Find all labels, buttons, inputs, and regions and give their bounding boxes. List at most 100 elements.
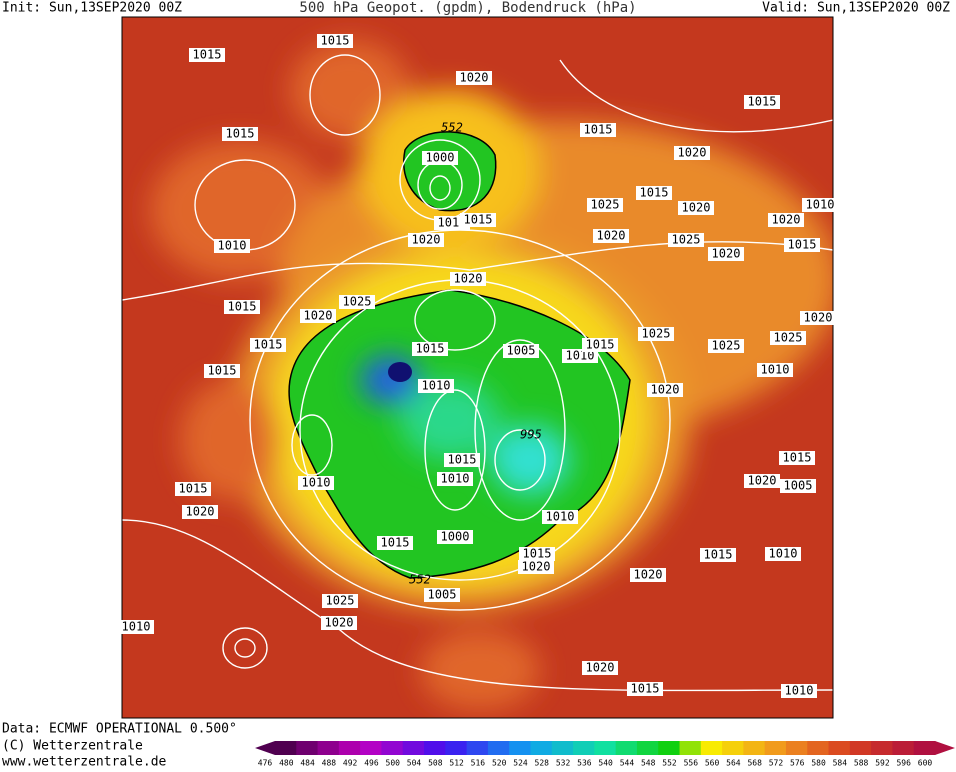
scale-bin: [913, 741, 936, 755]
label-box: [668, 233, 704, 247]
label-box: [408, 233, 444, 247]
label-box: [587, 198, 623, 212]
scale-label: 588: [854, 759, 869, 768]
label-box: [647, 383, 683, 397]
label-box: [175, 482, 211, 496]
isobar-label: 1015: [208, 364, 237, 378]
label-box: [744, 474, 780, 488]
isobar: [414, 289, 496, 351]
isobar-label: 1010: [438, 216, 467, 230]
scale-bin: [573, 741, 595, 755]
isobar-label: 1025: [343, 295, 372, 309]
isobar-label: 1010: [806, 198, 835, 212]
label-box: [542, 510, 578, 524]
scale-label: 568: [747, 759, 762, 768]
scale-bin: [871, 741, 893, 755]
color-scale: 476 480 484 488 492 496 500 504 508 512 516 520 524 5…: [255, 741, 955, 768]
isobar-label: 1025: [326, 594, 355, 608]
scale-bin: [551, 741, 574, 755]
scale-bin: [466, 741, 489, 755]
label-box: [582, 338, 618, 352]
isobar-label: 1020: [772, 213, 801, 227]
isobar-label: 1015: [783, 451, 812, 465]
field-blob: [180, 380, 280, 500]
scale-bin: [679, 741, 702, 755]
isobar-label: 1015: [448, 453, 477, 467]
scale-label: 532: [556, 759, 571, 768]
field-blob: [290, 40, 410, 140]
isobar-label: 1010: [769, 547, 798, 561]
label-box: [300, 309, 336, 323]
isobar-label: 1010: [122, 620, 151, 634]
scale-arrow-high: [935, 741, 955, 755]
scale-label: 552: [662, 759, 677, 768]
label-box: [322, 594, 358, 608]
scale-label: 476: [258, 759, 273, 768]
geopotential-label: 995: [520, 428, 542, 442]
scale-label: 528: [535, 759, 550, 768]
isobar-label: 1020: [325, 616, 354, 630]
label-box: [118, 620, 154, 634]
scale-bin: [317, 741, 340, 755]
field-blob: [420, 630, 540, 710]
isobar-label: 1015: [381, 536, 410, 550]
label-box: [630, 568, 666, 582]
isobar-label: 1015: [631, 682, 660, 696]
isobar-label: 1015: [640, 186, 669, 200]
scale-label: 524: [513, 759, 528, 768]
scale-bin: [849, 741, 872, 755]
scale-label: 536: [577, 759, 592, 768]
label-box: [708, 339, 744, 353]
scale-label: 500: [386, 759, 401, 768]
isobar: [559, 59, 833, 133]
scale-label: 516: [471, 759, 486, 768]
isobar-label: 1025: [712, 339, 741, 353]
isobar-label: 1020: [460, 71, 489, 85]
isobar-label: 1015: [179, 482, 208, 496]
geopotential-label: 552: [441, 121, 463, 135]
scale-label: 520: [492, 759, 507, 768]
label-box: [437, 530, 473, 544]
scale-bin: [338, 741, 361, 755]
label-box: [412, 342, 448, 356]
scale-label: 484: [300, 759, 315, 768]
scale-label: 592: [875, 759, 890, 768]
isobar-label: 1010: [441, 472, 470, 486]
scale-label: 584: [833, 759, 848, 768]
scale-label: 492: [343, 759, 358, 768]
isobar: [291, 414, 333, 476]
isobar-label: 1020: [804, 311, 833, 325]
label-box: [781, 684, 817, 698]
label-box: [418, 379, 454, 393]
isobar-label: 1015: [464, 213, 493, 227]
scale-label: 596: [896, 759, 911, 768]
isobar-label: 1020: [682, 201, 711, 215]
scale-bin: [402, 741, 425, 755]
label-box: [456, 71, 492, 85]
scale-bin: [360, 741, 382, 755]
isobar-label: 1005: [784, 479, 813, 493]
label-box: [450, 272, 486, 286]
label-box: [744, 95, 780, 109]
scale-label: 572: [769, 759, 784, 768]
scale-label: 504: [407, 759, 422, 768]
scale-bin: [807, 741, 830, 755]
label-box: [422, 151, 458, 165]
isobar-label: 1020: [186, 505, 215, 519]
isobar-label: 1000: [426, 151, 455, 165]
field-blob: [150, 140, 330, 280]
isobar-label: 1015: [748, 95, 777, 109]
scale-label: 580: [811, 759, 826, 768]
scale-bin: [487, 741, 510, 755]
scale-label: 560: [705, 759, 720, 768]
isobar-label: 1015: [584, 123, 613, 137]
isobar-label: 1020: [412, 233, 441, 247]
label-box: [519, 547, 555, 561]
label-box: [802, 198, 838, 212]
isobar-label: 1020: [712, 247, 741, 261]
scale-label: 488: [322, 759, 337, 768]
isobar-label: 1010: [422, 379, 451, 393]
label-box: [437, 472, 473, 486]
isobar-label: 1005: [428, 588, 457, 602]
